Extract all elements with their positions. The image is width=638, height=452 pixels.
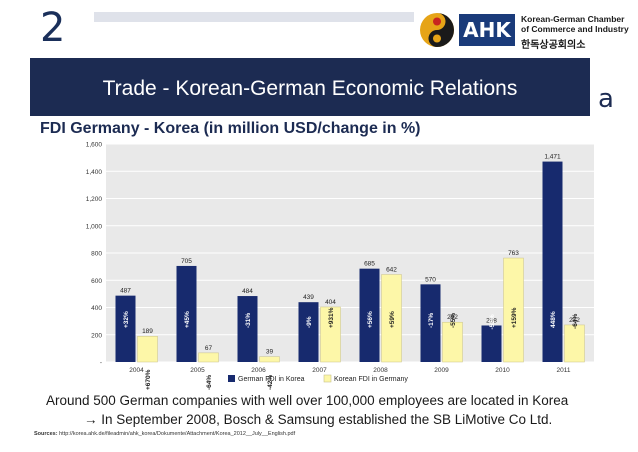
korean-fdi-bar [259, 356, 280, 363]
footer-companies-note: Around 500 German companies with well ov… [46, 393, 569, 408]
arrow-icon: → [84, 412, 98, 427]
y-tick-label: 600 [91, 278, 102, 285]
x-tick-label: 2009 [434, 367, 449, 374]
x-tick-label: 2006 [251, 367, 266, 374]
korean-fdi-bar [198, 352, 219, 363]
korean-fdi-bar [442, 321, 463, 363]
x-tick-label: 2005 [190, 367, 205, 374]
change-label: +45% [184, 311, 191, 328]
value-label: 39 [266, 349, 274, 356]
value-label: 685 [364, 261, 375, 268]
value-label: 570 [425, 276, 436, 283]
korean-fdi-bar [564, 324, 585, 363]
korean-fdi-bar [137, 335, 158, 363]
value-label: 292 [447, 314, 458, 321]
value-label: 67 [205, 345, 213, 352]
slide-title: Trade - Korean-German Economic Relations [102, 77, 518, 100]
footer-limotive-text: In September 2008, Bosch & Samsung estab… [101, 412, 553, 427]
fdi-bar-chart: - 200 400 600 800 1,000 1,200 1,400 1,600 2004 487… [86, 142, 594, 390]
chart-heading: FDI Germany - Korea (in million USD/chan… [40, 120, 421, 137]
value-label: 487 [120, 288, 131, 295]
change-label: -64% [572, 314, 579, 329]
change-label: -31% [245, 313, 252, 328]
change-label: +32% [123, 311, 130, 328]
value-label: 189 [142, 328, 153, 335]
ahk-emblem-icon [420, 13, 454, 47]
ahk-logo: AHK Korean-German Chamber of Commerce an… [413, 8, 633, 52]
value-label: 484 [242, 288, 253, 295]
ahk-wordmark: AHK [459, 14, 515, 46]
logo-line-2: of Commerce and Industry [521, 24, 629, 34]
legend-label-korean: Korean FDI in Germany [334, 376, 408, 383]
y-tick-label: 1,400 [86, 169, 103, 176]
change-label: -42% [267, 375, 274, 390]
logo-line-3: 한독상공회의소 [521, 40, 586, 51]
german-fdi-bar [481, 325, 502, 362]
value-label: 268 [486, 317, 497, 324]
value-label: 705 [181, 258, 192, 265]
change-label: +670% [145, 369, 152, 390]
legend-swatch-korean [323, 374, 332, 383]
change-label: -17% [428, 313, 435, 328]
korean-fdi-bar [320, 306, 341, 363]
top-divider [94, 12, 414, 22]
value-label: 763 [508, 250, 519, 257]
corner-letter: a [598, 84, 614, 114]
y-tick-label: 1,200 [86, 196, 103, 203]
sources-label: Sources: [34, 431, 58, 437]
y-tick-label: - [100, 360, 102, 367]
change-label: +59% [389, 311, 396, 328]
german-fdi-bar [115, 295, 136, 362]
value-label: 439 [303, 294, 314, 301]
y-tick-label: 200 [91, 332, 102, 339]
sources-url[interactable]: http://korea.ahk.de/fileadmin/ahk_korea/… [59, 431, 296, 437]
legend-label-german: German FDI in Korea [238, 376, 305, 383]
x-tick-label: 2004 [129, 367, 144, 374]
value-label: 272 [569, 317, 580, 324]
legend-swatch-german [228, 375, 235, 382]
change-label: -9% [306, 316, 313, 328]
sources-note: Sources: http://korea.ahk.de/fileadmin/a… [34, 431, 295, 437]
german-fdi-bar [359, 268, 380, 362]
korean-fdi-bar [503, 257, 524, 363]
footer-limotive-note: → In September 2008, Bosch & Samsung est… [84, 412, 552, 427]
german-fdi-bar [420, 284, 441, 362]
value-label: 642 [386, 267, 397, 274]
slide-number: 2 [40, 5, 66, 51]
x-tick-label: 2011 [557, 367, 571, 374]
x-tick-label: 2008 [373, 367, 388, 374]
change-label: 448% [550, 311, 557, 328]
logo-line-1: Korean-German Chamber [521, 14, 625, 24]
y-tick-label: 1,600 [86, 142, 103, 149]
german-fdi-bar [176, 265, 197, 362]
y-tick-label: 1,000 [86, 223, 103, 230]
change-label: +931% [328, 307, 335, 328]
y-tick-label: 800 [91, 251, 102, 258]
x-tick-label: 2007 [312, 367, 327, 374]
change-label: +159% [511, 307, 518, 328]
y-tick-label: 400 [91, 305, 102, 312]
change-label: -64% [206, 375, 213, 390]
x-tick-label: 2010 [495, 367, 510, 374]
value-label: 1,471 [544, 154, 561, 161]
value-label: 404 [325, 299, 336, 306]
title-bar: Trade - Korean-German Economic Relations [30, 58, 590, 116]
german-fdi-bar [298, 302, 319, 362]
german-fdi-bar [542, 161, 563, 362]
change-label: -53% [489, 314, 496, 329]
change-label: +56% [367, 311, 374, 328]
change-label: -55% [450, 313, 457, 328]
korean-fdi-bar [381, 274, 402, 363]
german-fdi-bar [237, 296, 258, 362]
